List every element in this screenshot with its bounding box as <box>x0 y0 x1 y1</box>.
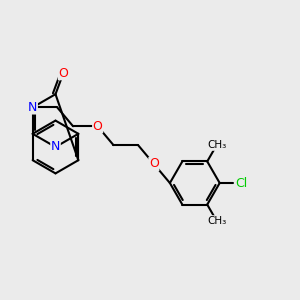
Text: CH₃: CH₃ <box>207 216 226 226</box>
Text: N: N <box>28 101 37 114</box>
Text: CH₃: CH₃ <box>207 140 226 150</box>
Text: O: O <box>58 67 68 80</box>
Text: N: N <box>51 140 60 154</box>
Text: O: O <box>149 158 159 170</box>
Text: O: O <box>93 120 103 133</box>
Text: Cl: Cl <box>235 176 247 190</box>
